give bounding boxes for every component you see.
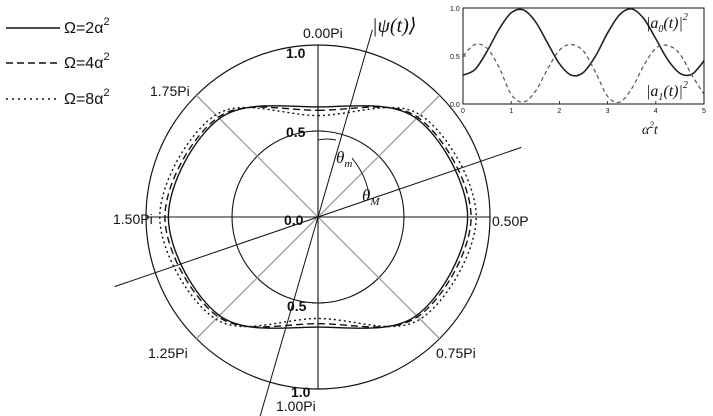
- theta-line-2: [114, 146, 522, 288]
- polar-series-dotted: [159, 106, 477, 328]
- inset-label-a1: |a1(t)|2: [646, 80, 688, 103]
- inset-xtick-label: 1: [509, 108, 513, 115]
- angle-label-1.00pi: 1.00Pi: [276, 398, 316, 414]
- angle-label-1.50pi: 1.50Pi: [113, 211, 153, 227]
- inset-ytick-label: 0.0: [450, 102, 460, 109]
- inset-label-a0: |a0(t)|2: [646, 12, 688, 35]
- legend-label-omega-8: Ω=8α2: [64, 87, 110, 108]
- inset-lines: [462, 8, 705, 104]
- inset-chart: 0 1 2 3 4 5 0.0 0.5 1.0 α2t |a0(t)|2 |a1(t)|2: [450, 6, 706, 138]
- theta-m-label: θm: [336, 148, 352, 170]
- legend: Ω=2α2 Ω=4α2 Ω=8α2: [6, 16, 110, 108]
- polar-spokes: [114, 29, 522, 416]
- radial-label-bottom-0.5: 0.5: [287, 298, 307, 314]
- angle-label-0.75pi: 0.75Pi: [436, 345, 476, 361]
- inset-ytick-label: 0.5: [450, 54, 460, 61]
- legend-label-omega-4: Ω=4α2: [64, 51, 110, 72]
- inset-frame: [462, 7, 705, 105]
- inset-series-dashed: [462, 43, 705, 104]
- inset-xtick-label: 3: [606, 108, 610, 115]
- polar-chart: 0.00Pi 0.50P 0.75Pi 1.00Pi 1.25Pi 1.50Pi…: [113, 15, 529, 416]
- radial-label-top-1.0: 1.0: [286, 45, 306, 61]
- radial-label-bottom-1.0: 1.0: [291, 384, 311, 400]
- psi-label: |ψ(t)⟩: [372, 15, 417, 37]
- radial-label-top-0.5: 0.5: [286, 124, 306, 140]
- angle-label-1.25pi: 1.25Pi: [148, 345, 188, 361]
- polar-series-solid: [167, 105, 469, 329]
- theta-M-arc: [351, 157, 370, 199]
- inset-ytick-label: 1.0: [450, 6, 460, 13]
- inset-series-solid: [462, 8, 705, 77]
- radial-label-center-0.0: 0.0: [284, 212, 304, 228]
- inset-xtick-label: 5: [702, 108, 706, 115]
- angle-label-0.00pi: 0.00Pi: [303, 25, 343, 41]
- polar-series-dashed: [164, 106, 472, 328]
- inset-xtick-label: 2: [557, 108, 561, 115]
- legend-label-omega-2: Ω=2α2: [64, 16, 110, 37]
- angle-label-1.75pi: 1.75Pi: [150, 83, 190, 99]
- theta-line-1: [259, 29, 373, 416]
- polar-curves: [159, 105, 477, 329]
- angle-label-0.50pi: 0.50P: [492, 213, 529, 229]
- inset-ticks: 0 1 2 3 4 5 0.0 0.5 1.0: [450, 6, 706, 115]
- inset-xtick-label: 0: [461, 108, 465, 115]
- theta-m-arc: [317, 138, 337, 141]
- inset-xlabel: α2t: [642, 120, 659, 138]
- theta-M-label: θM: [362, 186, 380, 208]
- inset-xtick-label: 4: [654, 108, 658, 115]
